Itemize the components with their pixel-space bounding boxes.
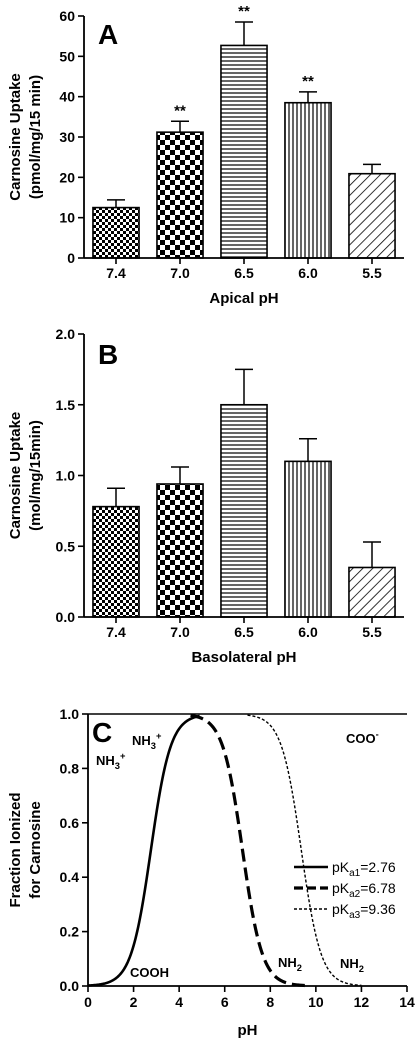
significance-marker: ** <box>174 102 186 119</box>
y-tick-label: 10 <box>59 210 75 226</box>
panel-b-axes <box>78 333 404 623</box>
panel-b-bars <box>92 368 396 618</box>
y-tick-label: 1.0 <box>60 706 80 722</box>
y-axis-title-units: (mol/mg/15min) <box>27 420 44 531</box>
significance-marker: ** <box>302 73 314 90</box>
panel-a-bars <box>92 21 396 259</box>
legend-label: pKa3=9.36 <box>332 901 396 921</box>
significance-marker: ** <box>238 3 250 20</box>
legend-label: pKa1=2.76 <box>332 859 396 879</box>
bar <box>92 505 140 618</box>
y-tick-label: 1.0 <box>56 468 76 484</box>
y-tick-label: 0.5 <box>56 538 76 554</box>
x-tick-label: 6.0 <box>298 624 318 640</box>
bar <box>156 483 204 618</box>
x-tick-label: 12 <box>354 994 370 1010</box>
x-tick-label: 6.5 <box>234 624 254 640</box>
bar <box>220 403 268 618</box>
x-tick-label: 2 <box>130 994 138 1010</box>
bar <box>348 566 396 618</box>
bar <box>284 460 332 618</box>
x-tick-label: 6 <box>221 994 229 1010</box>
panel-letter: A <box>98 19 118 50</box>
y-tick-label: 60 <box>59 8 75 24</box>
y-axis-title-units: (pmol/mg/15 min) <box>27 75 44 199</box>
y-tick-label: 50 <box>59 48 75 64</box>
bar <box>220 44 268 259</box>
panel-c-axes <box>82 713 408 992</box>
panel-a-chart: 7.4 ** 7.0 ** 6.5 ** 6.0 5.5 0 10 20 30 40 50 60 Apical… <box>7 3 404 307</box>
panel-b-labels: 7.4 7.0 6.5 6.0 5.5 0.0 0.5 1.0 1.5 2.0 Basolatera… <box>7 326 382 666</box>
y-axis-title: Carnosine Uptake <box>7 73 24 201</box>
x-tick-label: 7.0 <box>170 265 190 281</box>
panel-letter: C <box>92 717 112 748</box>
y-axis-title-units: for Carnosine <box>27 801 44 899</box>
y-tick-label: 20 <box>59 169 75 185</box>
y-tick-label: 0.6 <box>60 815 80 831</box>
x-axis-title: pH <box>238 1022 258 1039</box>
x-tick-label: 4 <box>175 994 183 1010</box>
panel-letter: B <box>98 339 118 370</box>
x-tick-label: 5.5 <box>362 265 382 281</box>
x-tick-label: 5.5 <box>362 624 382 640</box>
x-axis-title: Apical pH <box>209 290 278 307</box>
panel-a-axes <box>78 15 404 264</box>
series-line-a2 <box>190 713 307 988</box>
y-axis-title: Carnosine Uptake <box>7 412 24 540</box>
x-tick-label: 6.5 <box>234 265 254 281</box>
y-tick-label: 2.0 <box>56 326 76 342</box>
x-tick-label: 14 <box>399 994 415 1010</box>
y-tick-label: 0.8 <box>60 760 80 776</box>
x-tick-label: 7.0 <box>170 624 190 640</box>
annotation-nh2-b: NH2 <box>340 956 364 974</box>
x-tick-label: 6.0 <box>298 265 318 281</box>
panel-b-chart: 7.4 7.0 6.5 6.0 5.5 0.0 0.5 1.0 1.5 2.0 Basolatera… <box>7 326 404 666</box>
x-tick-label: 0 <box>84 994 92 1010</box>
x-tick-label: 8 <box>266 994 274 1010</box>
annotation-coo: COO- <box>346 730 379 746</box>
series-line-a3 <box>247 714 362 987</box>
annotation-cooh: COOH <box>130 965 169 980</box>
x-axis-title: Basolateral pH <box>191 649 296 666</box>
y-tick-label: 0 <box>67 250 75 266</box>
y-tick-label: 30 <box>59 129 75 145</box>
bar <box>284 101 332 259</box>
panel-a-labels: 7.4 ** 7.0 ** 6.5 ** 6.0 5.5 0 10 20 30 40 50 60 Apical… <box>7 3 382 307</box>
annotation-nh2-a: NH2 <box>278 955 302 973</box>
y-tick-label: 0.2 <box>60 924 80 940</box>
series-line-a1 <box>87 714 200 987</box>
y-tick-label: 0.4 <box>60 869 80 885</box>
x-tick-label: 10 <box>308 994 324 1010</box>
panel-c-curves <box>87 713 407 988</box>
y-axis-title: Fraction Ionized <box>7 792 24 907</box>
legend-label: pKa2=6.78 <box>332 880 396 900</box>
y-tick-label: 1.5 <box>56 397 76 413</box>
annotation-nh3-top: NH3+ <box>132 731 162 751</box>
x-tick-label: 7.4 <box>106 265 126 281</box>
y-tick-label: 40 <box>59 89 75 105</box>
annotation-nh3-left: NH3+ <box>96 751 126 771</box>
bar <box>156 131 204 259</box>
y-tick-label: 0.0 <box>60 978 80 994</box>
y-tick-label: 0.0 <box>56 609 76 625</box>
bar <box>348 172 396 259</box>
bar <box>92 206 140 259</box>
x-tick-label: 7.4 <box>106 624 126 640</box>
